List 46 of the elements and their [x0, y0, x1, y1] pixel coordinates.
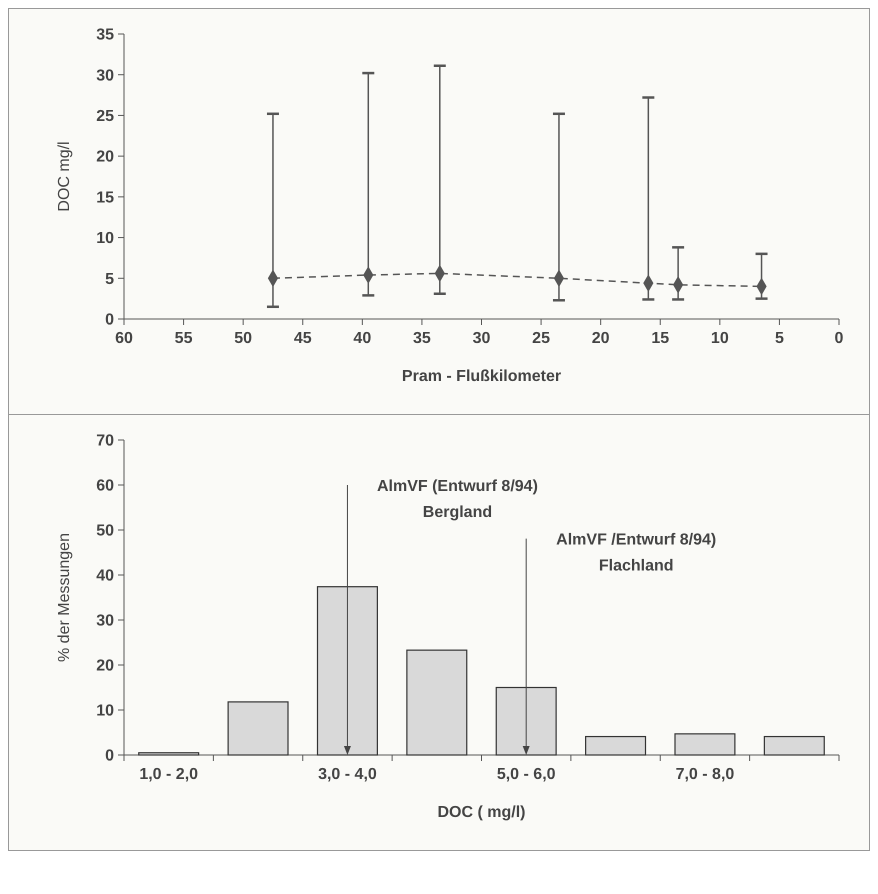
- bar: [316, 586, 378, 756]
- y-tick-label: 20: [96, 658, 114, 675]
- x-tick-label: 5,0 - 6,0: [496, 766, 556, 783]
- x-tick-label: 55: [174, 330, 193, 347]
- x-tick-label: 7,0 - 8,0: [676, 766, 734, 783]
- x-tick-label: 40: [353, 330, 372, 347]
- x-tick-label: 25: [532, 330, 550, 347]
- x-tick-label: 3,0 - 4,0: [318, 766, 377, 783]
- y-tick-label: 30: [96, 67, 114, 84]
- y-tick-label: 60: [96, 478, 114, 495]
- x-tick-label: 20: [592, 330, 610, 347]
- y-tick-label: 15: [96, 189, 114, 206]
- y-tick-label: 70: [96, 432, 114, 450]
- bar: [674, 733, 736, 756]
- x-tick-label: 10: [710, 330, 729, 347]
- y-tick-label: 0: [105, 748, 114, 765]
- x-axis-title: DOC ( mg/l): [438, 804, 526, 821]
- bar: [764, 736, 825, 756]
- y-axis-title: % der Messungen: [56, 533, 73, 662]
- bar: [496, 686, 557, 756]
- y-tick-label: 50: [96, 522, 114, 540]
- y-axis-title: DOC mg/l: [56, 141, 73, 212]
- x-tick-label: 15: [651, 330, 670, 347]
- x-tick-label: 0: [834, 330, 844, 347]
- x-axis-title: Pram - Flußkilometer: [402, 368, 562, 385]
- ref-line-label: AlmVF (Entwurf 8/94) Bergland: [376, 478, 538, 522]
- y-tick-label: 10: [96, 702, 114, 720]
- y-tick-label: 20: [96, 148, 114, 166]
- x-tick-label: 45: [294, 330, 312, 347]
- bar: [228, 701, 289, 756]
- y-tick-label: 10: [96, 230, 114, 248]
- x-tick-label: 5: [774, 330, 784, 347]
- y-tick-label: 35: [96, 26, 114, 44]
- y-tick-label: 25: [96, 108, 114, 126]
- ref-line-label: AlmVF /Entwurf 8/94) Flachland: [556, 532, 716, 575]
- x-tick-label: 1,0 - 2,0: [139, 766, 198, 783]
- y-tick-label: 40: [96, 568, 114, 585]
- y-tick-label: 30: [96, 612, 114, 630]
- y-tick-label: 5: [105, 270, 114, 288]
- x-tick-label: 30: [472, 330, 490, 347]
- bar: [406, 650, 468, 756]
- bar: [138, 752, 200, 756]
- bar: [585, 736, 646, 756]
- y-tick-label: 0: [105, 312, 114, 329]
- x-tick-label: 35: [413, 330, 431, 347]
- x-tick-label: 50: [234, 330, 252, 347]
